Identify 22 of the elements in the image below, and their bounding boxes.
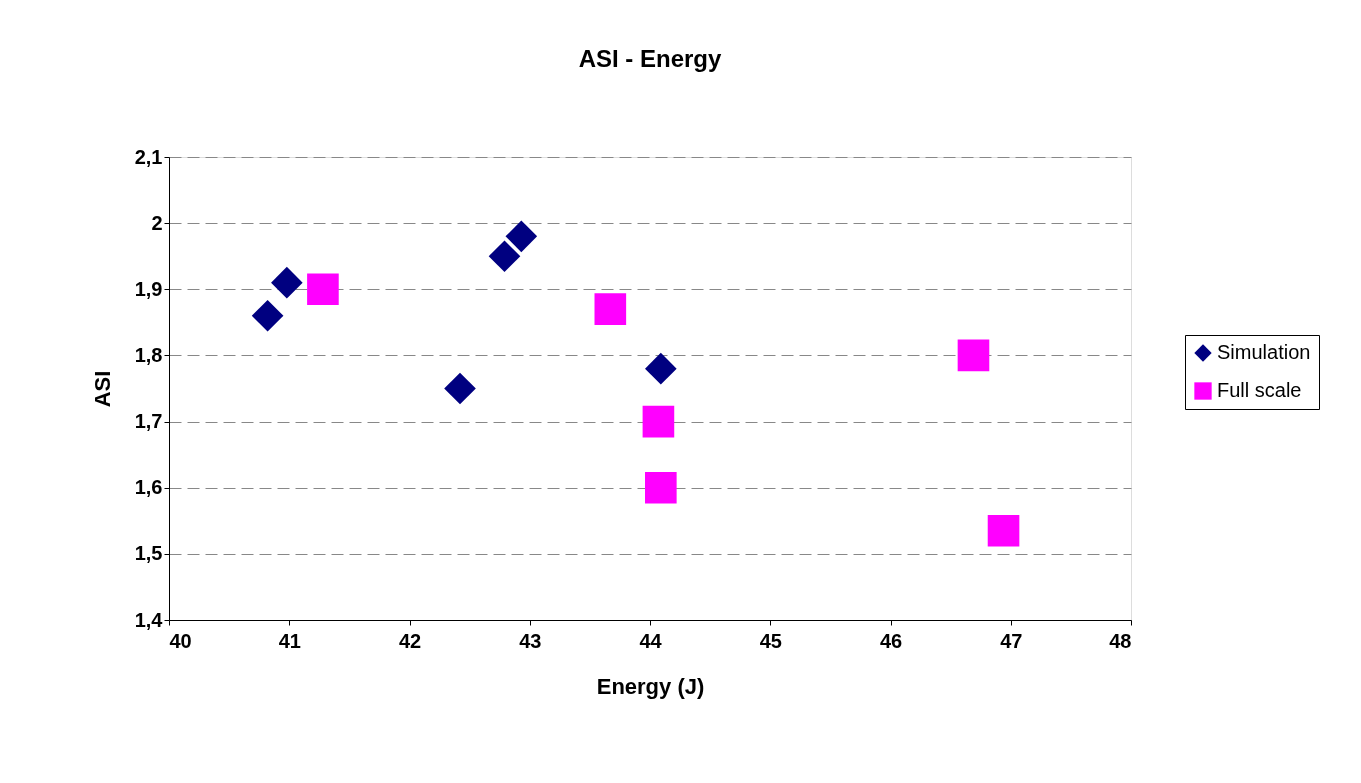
x-axis-title: Energy (J): [596, 673, 705, 699]
y-tick-label: 2,1: [134, 145, 163, 168]
x-tick-label: 46: [879, 629, 903, 652]
chart-title: ASI - Energy: [578, 45, 722, 72]
y-tick-label: 1,4: [134, 608, 164, 631]
y-tick-label: 1,7: [134, 410, 163, 433]
y-tick-label: 2: [151, 211, 163, 234]
x-tick-label: 41: [278, 629, 301, 652]
x-tick-label: 48: [1109, 629, 1132, 652]
x-tick-label: 47: [1000, 629, 1023, 652]
legend-label: Full scale: [1217, 379, 1302, 401]
y-tick-label: 1,9: [134, 277, 163, 300]
x-tick-label: 43: [519, 629, 542, 652]
x-tick-label: 44: [639, 629, 663, 652]
x-tick-label: 40: [169, 629, 192, 652]
y-tick-label: 1,8: [134, 343, 163, 366]
x-tick-label: 42: [398, 629, 422, 652]
y-axis-title: ASI: [89, 370, 115, 408]
x-tick-label: 45: [759, 629, 782, 652]
y-tick-label: 1,5: [134, 542, 163, 565]
y-tick-label: 1,6: [134, 476, 163, 499]
legend-label: Simulation: [1217, 341, 1311, 363]
